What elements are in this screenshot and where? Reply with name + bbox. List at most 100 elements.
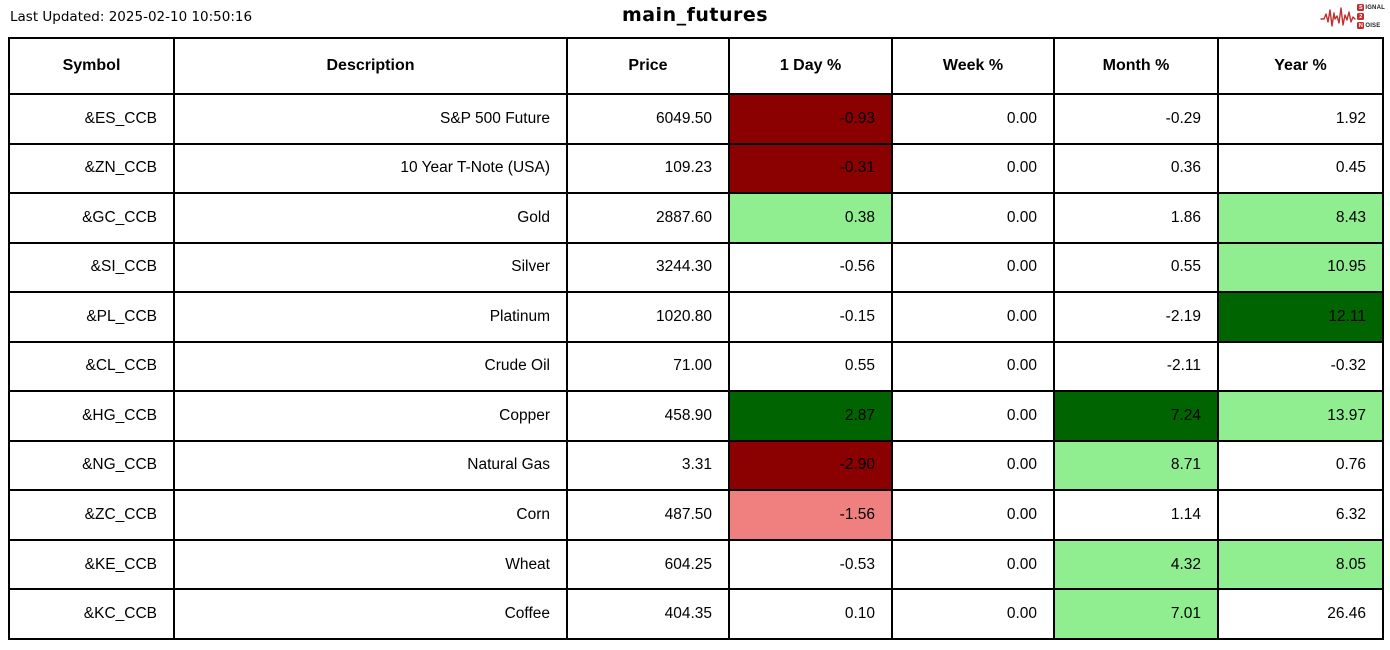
cell-description: Platinum (173, 291, 568, 343)
cell-week_pct: 0.00 (891, 390, 1055, 442)
cell-month_pct: 0.36 (1053, 142, 1219, 195)
table-row: &SI_CCB Silver 3244.30 -0.56 0.00 0.55 10.95 (8, 241, 1384, 294)
logo-line-2: 2 (1357, 12, 1385, 21)
cell-price: 109.23 (566, 142, 730, 195)
column-header-symbol: Symbol (8, 37, 175, 95)
cell-day_pct: -0.31 (728, 142, 893, 195)
table-row: &ZC_CCB Corn 487.50 -1.56 0.00 1.14 6.32 (8, 489, 1384, 541)
cell-price: 3.31 (566, 439, 730, 492)
cell-year_pct: 13.97 (1217, 390, 1384, 442)
cell-description: Copper (173, 390, 568, 442)
cell-month_pct: 7.01 (1053, 588, 1219, 640)
cell-symbol: &NG_CCB (8, 439, 175, 492)
cell-day_pct: -0.56 (728, 241, 893, 294)
cell-year_pct: 0.76 (1217, 439, 1384, 492)
cell-price: 458.90 (566, 390, 730, 442)
cell-year_pct: 1.92 (1217, 93, 1384, 145)
cell-description: Corn (173, 489, 568, 541)
signal-2-noise-logo: S IGNAL 2 N OISE (1320, 3, 1385, 30)
cell-year_pct: 12.11 (1217, 291, 1384, 343)
cell-week_pct: 0.00 (891, 538, 1055, 591)
cell-symbol: &PL_CCB (8, 291, 175, 343)
cell-price: 6049.50 (566, 93, 730, 145)
logo-rest-ignal: IGNAL (1365, 4, 1385, 11)
cell-description: Crude Oil (173, 340, 568, 393)
logo-rest-oise: OISE (1365, 22, 1381, 29)
futures-table: Symbol Description Price 1 Day % Week % Month… (8, 37, 1384, 640)
cell-day_pct: -1.56 (728, 489, 893, 541)
cell-year_pct: 26.46 (1217, 588, 1384, 640)
cell-week_pct: 0.00 (891, 241, 1055, 294)
cell-month_pct: 0.55 (1053, 241, 1219, 294)
cell-week_pct: 0.00 (891, 439, 1055, 492)
cell-price: 71.00 (566, 340, 730, 393)
column-header-price: Price (566, 37, 730, 95)
cell-day_pct: 0.10 (728, 588, 893, 640)
cell-description: S&P 500 Future (173, 93, 568, 145)
table-row: &PL_CCB Platinum 1020.80 -0.15 0.00 -2.19 12.1… (8, 291, 1384, 343)
cell-week_pct: 0.00 (891, 192, 1055, 244)
cell-year_pct: -0.32 (1217, 340, 1384, 393)
table-row: &HG_CCB Copper 458.90 2.87 0.00 7.24 13.97 (8, 390, 1384, 442)
cell-symbol: &GC_CCB (8, 192, 175, 244)
cell-year_pct: 6.32 (1217, 489, 1384, 541)
cell-month_pct: 1.86 (1053, 192, 1219, 244)
cell-symbol: &CL_CCB (8, 340, 175, 393)
cell-month_pct: -2.19 (1053, 291, 1219, 343)
cell-month_pct: 1.14 (1053, 489, 1219, 541)
table-row: &ZN_CCB 10 Year T-Note (USA) 109.23 -0.31 0.… (8, 142, 1384, 195)
cell-day_pct: 0.38 (728, 192, 893, 244)
cell-day_pct: 2.87 (728, 390, 893, 442)
cell-week_pct: 0.00 (891, 291, 1055, 343)
column-header-year_pct: Year % (1217, 37, 1384, 95)
cell-price: 3244.30 (566, 241, 730, 294)
table-row: &CL_CCB Crude Oil 71.00 0.55 0.00 -2.11 -0.32 (8, 340, 1384, 393)
cell-description: Silver (173, 241, 568, 294)
cell-description: Wheat (173, 538, 568, 591)
table-body: &ES_CCB S&P 500 Future 6049.50 -0.93 0.00 -0.… (8, 93, 1384, 640)
cell-symbol: &ZN_CCB (8, 142, 175, 195)
cell-year_pct: 8.05 (1217, 538, 1384, 591)
cell-price: 404.35 (566, 588, 730, 640)
cell-price: 604.25 (566, 538, 730, 591)
cell-day_pct: 0.55 (728, 340, 893, 393)
cell-symbol: &HG_CCB (8, 390, 175, 442)
cell-day_pct: -0.15 (728, 291, 893, 343)
cell-month_pct: -0.29 (1053, 93, 1219, 145)
cell-description: Gold (173, 192, 568, 244)
cell-symbol: &ZC_CCB (8, 489, 175, 541)
column-header-day_pct: 1 Day % (728, 37, 893, 95)
cell-week_pct: 0.00 (891, 340, 1055, 393)
cell-week_pct: 0.00 (891, 588, 1055, 640)
table-header-row: Symbol Description Price 1 Day % Week % Month… (8, 37, 1384, 95)
cell-description: Natural Gas (173, 439, 568, 492)
cell-price: 2887.60 (566, 192, 730, 244)
cell-day_pct: -0.53 (728, 538, 893, 591)
waveform-icon (1320, 6, 1357, 27)
logo-line-signal: S IGNAL (1357, 3, 1385, 12)
cell-month_pct: -2.11 (1053, 340, 1219, 393)
column-header-week_pct: Week % (891, 37, 1055, 95)
cell-symbol: &KE_CCB (8, 538, 175, 591)
cell-day_pct: -2.90 (728, 439, 893, 492)
logo-badge-2: 2 (1357, 13, 1365, 20)
cell-symbol: &KC_CCB (8, 588, 175, 640)
cell-year_pct: 8.43 (1217, 192, 1384, 244)
last-updated-text: Last Updated: 2025-02-10 10:50:16 (10, 9, 253, 25)
column-header-description: Description (173, 37, 568, 95)
cell-price: 1020.80 (566, 291, 730, 343)
cell-description: 10 Year T-Note (USA) (173, 142, 568, 195)
cell-week_pct: 0.00 (891, 142, 1055, 195)
cell-week_pct: 0.00 (891, 93, 1055, 145)
cell-year_pct: 0.45 (1217, 142, 1384, 195)
table-row: &NG_CCB Natural Gas 3.31 -2.90 0.00 8.71 0.76 (8, 439, 1384, 492)
cell-week_pct: 0.00 (891, 489, 1055, 541)
cell-symbol: &ES_CCB (8, 93, 175, 145)
table-row: &ES_CCB S&P 500 Future 6049.50 -0.93 0.00 -0.… (8, 93, 1384, 145)
cell-month_pct: 7.24 (1053, 390, 1219, 442)
logo-badge-n: N (1357, 22, 1365, 29)
logo-line-noise: N OISE (1357, 21, 1385, 30)
cell-month_pct: 8.71 (1053, 439, 1219, 492)
column-header-month_pct: Month % (1053, 37, 1219, 95)
cell-year_pct: 10.95 (1217, 241, 1384, 294)
